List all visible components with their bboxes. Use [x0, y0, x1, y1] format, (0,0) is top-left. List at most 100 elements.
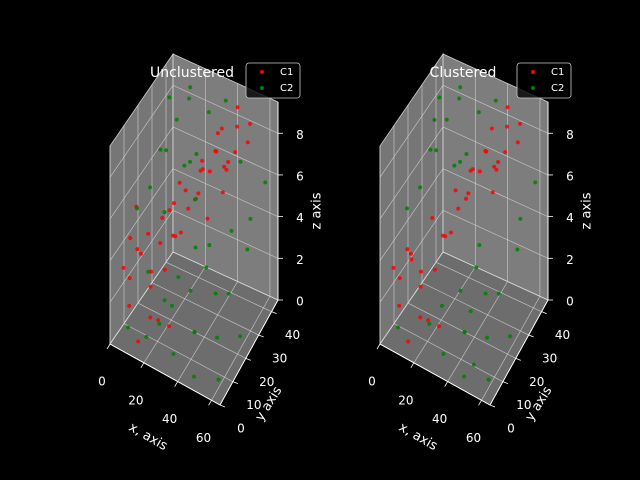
z-tick-label: 6: [296, 169, 304, 183]
data-point: [182, 163, 187, 168]
data-point: [458, 159, 463, 164]
data-point: [486, 377, 491, 382]
z-tick-label: 2: [296, 253, 304, 267]
data-point: [213, 291, 218, 296]
data-point: [188, 85, 193, 90]
data-point: [121, 265, 126, 270]
x-tick-label: 40: [162, 412, 177, 426]
data-point: [476, 110, 481, 115]
data-point: [222, 164, 227, 169]
data-point: [174, 117, 179, 122]
data-point: [430, 216, 435, 221]
data-point: [223, 98, 228, 103]
data-point: [518, 216, 523, 221]
data-point: [489, 126, 494, 131]
data-point: [235, 105, 240, 110]
data-point: [448, 230, 453, 235]
data-point: [477, 169, 482, 174]
data-point: [397, 276, 402, 281]
y-gridline: [393, 125, 504, 382]
data-point: [127, 276, 132, 281]
data-point: [462, 374, 467, 379]
legend-marker: [260, 86, 264, 90]
y-tick: [515, 357, 521, 361]
y-axis-line: [219, 299, 279, 406]
data-point: [457, 96, 462, 101]
data-point: [406, 339, 411, 344]
data-point: [194, 152, 199, 157]
data-point: [207, 243, 212, 248]
y-gridline: [165, 64, 272, 312]
data-point: [462, 330, 467, 335]
data-point: [238, 159, 243, 164]
data-point: [468, 309, 473, 314]
data-point: [432, 117, 437, 122]
series-C2: [126, 85, 268, 382]
data-point: [409, 257, 414, 262]
data-point: [515, 140, 520, 145]
data-point: [238, 334, 243, 339]
y-gridline: [435, 64, 542, 312]
data-point: [192, 330, 197, 335]
data-point: [432, 267, 437, 272]
y-tick-label: 30: [542, 352, 557, 366]
y-tick: [245, 357, 251, 361]
data-point: [224, 167, 229, 172]
data-point: [418, 284, 423, 289]
data-point: [439, 303, 444, 308]
data-point: [158, 147, 163, 152]
data-point: [233, 150, 238, 155]
data-point: [437, 95, 442, 100]
legend-marker: [260, 70, 264, 74]
data-point: [215, 335, 220, 340]
x-gridline: [177, 83, 238, 382]
data-point: [205, 216, 210, 221]
data-point: [162, 210, 167, 215]
y-tick: [489, 404, 496, 408]
y-tick: [528, 334, 534, 338]
y-tick-label: 10: [516, 398, 531, 412]
data-point: [176, 275, 181, 280]
data-point: [158, 240, 163, 245]
legend-box: [245, 62, 301, 99]
data-point: [192, 374, 197, 379]
data-point: [518, 121, 523, 126]
y-tick-label: 0: [507, 422, 515, 436]
data-point: [148, 284, 153, 289]
z-tick-label: 4: [296, 211, 304, 225]
y-tick: [232, 381, 239, 385]
data-point: [196, 191, 201, 196]
data-point: [263, 180, 268, 185]
x-tick: [174, 381, 179, 387]
data-point: [162, 267, 167, 272]
y-tick-label: 0: [237, 422, 245, 436]
data-point: [172, 201, 176, 206]
legend-label: C2: [551, 83, 564, 94]
series-C1: [391, 105, 523, 344]
y-tick-label: 40: [285, 328, 300, 342]
data-point: [484, 149, 489, 154]
chart-title: Clustered: [430, 65, 497, 81]
x-tick-label: 0: [98, 375, 106, 389]
data-point: [164, 148, 169, 153]
data-point: [146, 231, 151, 236]
y-gridline: [137, 105, 246, 359]
y-axis-line: [489, 299, 549, 406]
legend-label: C2: [280, 83, 293, 94]
data-point: [183, 188, 188, 193]
data-point: [162, 298, 167, 303]
data-point: [441, 352, 446, 357]
data-point: [226, 160, 231, 165]
data-point: [187, 96, 192, 101]
y-tick-label: 40: [555, 328, 570, 342]
data-point: [418, 185, 423, 190]
y-gridline: [123, 125, 234, 382]
y-tick-label: 10: [246, 398, 261, 412]
x-tick-label: 40: [432, 412, 447, 426]
data-point: [452, 163, 457, 168]
data-point: [464, 196, 468, 201]
data-point: [198, 168, 203, 173]
legend-label: C1: [280, 67, 293, 78]
series-C1: [121, 105, 253, 344]
data-point: [192, 197, 197, 202]
